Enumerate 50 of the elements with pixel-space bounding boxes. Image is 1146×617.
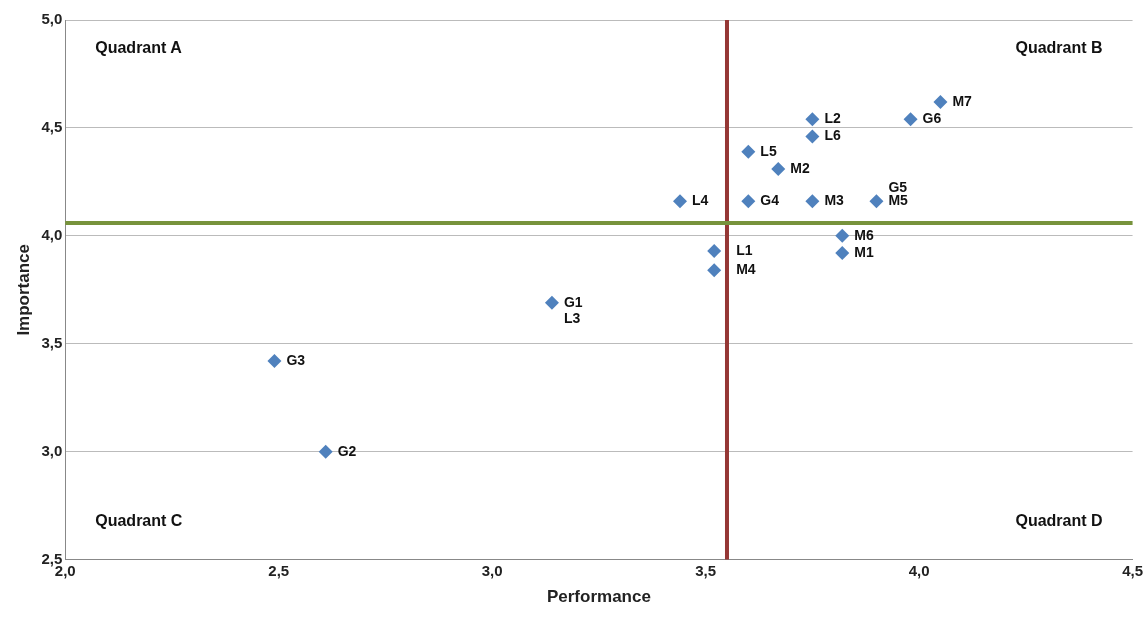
point	[771, 161, 786, 176]
annotation: G4	[760, 192, 780, 209]
annotation: M7	[952, 92, 973, 109]
annotation: L2	[824, 110, 841, 127]
annotation: L4	[692, 192, 709, 209]
annotation: G6	[922, 110, 942, 127]
annotation: M6	[854, 226, 874, 243]
y-axis-title: Importance	[13, 243, 33, 336]
annotation: M1	[854, 243, 874, 260]
point	[805, 129, 820, 144]
annotation: Quadrant D	[1015, 512, 1103, 530]
point	[869, 194, 884, 209]
annotation: L6	[824, 127, 841, 144]
point	[544, 295, 559, 310]
point	[707, 263, 722, 278]
point	[835, 228, 850, 243]
point	[267, 354, 282, 369]
annotation: M2	[790, 159, 810, 176]
annotation: L1	[736, 241, 753, 258]
point	[741, 144, 756, 159]
y-tick-label: 4,0	[41, 225, 63, 243]
annotation: Quadrant A	[95, 39, 183, 57]
x-tick-label: 2,5	[268, 561, 290, 579]
x-tick-label: 4,5	[1122, 561, 1143, 579]
x-tick-label: 3,0	[481, 561, 503, 579]
x-tick-label: 4,0	[908, 561, 930, 579]
y-tick-label: 3,5	[41, 333, 63, 351]
annotation: M3	[824, 192, 845, 209]
point	[805, 112, 820, 127]
annotation: Quadrant B	[1015, 39, 1103, 57]
annotation: G2	[337, 442, 357, 459]
annotation: G3	[286, 351, 306, 368]
y-tick-label: 3,0	[41, 441, 63, 459]
point	[933, 95, 948, 110]
point	[318, 444, 333, 459]
y-tick-label: 4,5	[41, 118, 63, 136]
point	[835, 246, 850, 261]
point	[805, 194, 820, 209]
annotation: M4	[736, 261, 756, 278]
annotation: L3	[563, 309, 581, 326]
x-tick-label: 3,5	[695, 561, 717, 579]
point	[903, 112, 918, 127]
point	[707, 243, 722, 258]
annotation: G1	[563, 293, 583, 310]
point	[673, 194, 688, 209]
y-tick-label: 5,0	[41, 10, 63, 28]
x-axis-title: Performance	[546, 587, 651, 607]
annotation: Quadrant C	[95, 512, 183, 530]
point	[741, 194, 756, 209]
annotation: L5	[760, 142, 777, 159]
